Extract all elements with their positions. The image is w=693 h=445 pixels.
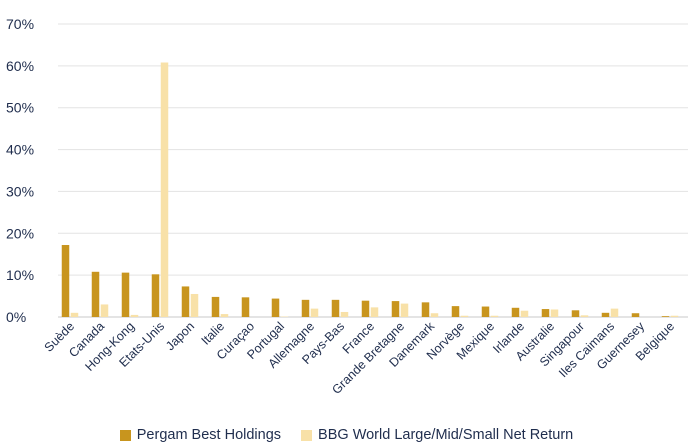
y-axis-ticks: 0% 10% 20% 30% 40% 50% 60% 70% <box>6 16 34 325</box>
bar-series-2 <box>520 310 529 317</box>
bar-series-2 <box>430 313 439 317</box>
bar-series-1 <box>151 274 160 317</box>
y-tick-label: 60% <box>6 58 34 74</box>
bar-series-1 <box>541 309 550 317</box>
bar-series-2 <box>400 303 409 317</box>
legend-swatch-series-2 <box>301 429 313 441</box>
bar-series-1 <box>271 298 280 317</box>
x-tick-label: Japon <box>163 319 197 353</box>
bar-series-2 <box>70 312 79 317</box>
bar-series-2 <box>460 315 469 317</box>
bar-series-1 <box>121 272 130 317</box>
bar-series-2 <box>340 311 349 317</box>
legend-label-series-1: Pergam Best Holdings <box>136 427 282 443</box>
bar-series-2 <box>130 314 139 317</box>
y-tick-label: 70% <box>6 16 34 32</box>
legend-item-series-2: BBG World Large/Mid/Small Net Return <box>301 427 573 443</box>
bar-series-2 <box>190 293 199 317</box>
bar-series-2 <box>160 62 169 318</box>
bars <box>61 62 679 318</box>
bar-series-1 <box>661 316 670 317</box>
y-tick-label: 0% <box>6 309 26 325</box>
bar-series-2 <box>490 315 499 317</box>
bar-series-2 <box>610 308 619 317</box>
bar-series-1 <box>181 286 190 317</box>
bar-series-2 <box>580 315 589 317</box>
bar-series-1 <box>361 300 370 317</box>
y-tick-label: 30% <box>6 183 34 199</box>
bar-series-1 <box>241 297 250 317</box>
bar-series-1 <box>601 312 610 317</box>
bar-series-1 <box>451 306 460 317</box>
legend-label-series-2: BBG World Large/Mid/Small Net Return <box>318 427 574 443</box>
bar-series-1 <box>571 310 580 317</box>
bar-series-2 <box>550 309 559 317</box>
bar-series-2 <box>220 314 229 317</box>
legend-swatch-series-1 <box>119 429 131 441</box>
bar-series-1 <box>331 299 340 317</box>
bar-series-1 <box>631 313 640 317</box>
bar-series-1 <box>391 301 400 317</box>
bar-series-2 <box>310 308 319 317</box>
bar-series-1 <box>61 245 70 317</box>
bar-series-1 <box>481 306 490 317</box>
legend: Pergam Best Holdings BBG World Large/Mid… <box>0 427 693 445</box>
bar-series-2 <box>370 307 379 317</box>
bar-series-1 <box>91 271 100 317</box>
gridlines <box>58 23 688 318</box>
bar-series-1 <box>421 302 430 317</box>
y-tick-label: 40% <box>6 142 34 158</box>
bar-series-1 <box>301 299 310 317</box>
legend-item-series-1: Pergam Best Holdings <box>119 427 282 443</box>
y-tick-label: 10% <box>6 267 34 283</box>
bar-series-2 <box>100 304 109 317</box>
y-tick-label: 50% <box>6 100 34 116</box>
bar-series-1 <box>211 296 220 317</box>
bar-series-1 <box>511 307 520 317</box>
bar-series-2 <box>670 315 679 317</box>
y-tick-label: 20% <box>6 225 34 241</box>
